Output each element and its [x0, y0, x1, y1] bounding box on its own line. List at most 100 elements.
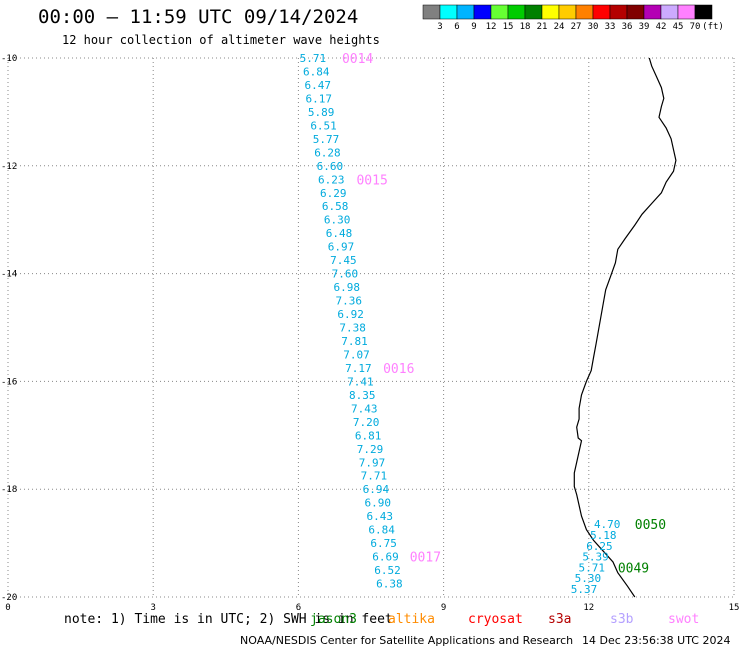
colorbar-unit: (ft) [702, 22, 724, 32]
swh-value: 6.23 [318, 173, 345, 186]
credit-line: NOAA/NESDIS Center for Satellite Applica… [240, 634, 574, 647]
track-west: 5.716.846.476.175.896.515.776.286.606.23… [300, 52, 403, 591]
swh-value: 6.38 [376, 578, 403, 591]
track-east: 4.705.186.255.395.715.305.37 [571, 518, 621, 596]
swh-value: 7.71 [361, 470, 388, 483]
swh-value: 7.29 [357, 443, 384, 456]
pass-time-label: 0016 [383, 362, 414, 377]
swh-value: 7.38 [339, 322, 366, 335]
colorbar-swatch [694, 4, 713, 20]
swh-value: 6.52 [374, 564, 401, 577]
swh-value: 6.48 [326, 227, 353, 240]
colorbar-label: 33 [605, 22, 616, 32]
swh-value: 6.58 [322, 200, 349, 213]
coastline [573, 57, 677, 598]
satellite-legend-s3b: s3b [610, 612, 634, 627]
swh-value: 5.71 [300, 52, 327, 65]
y-tick-label: -14 [1, 270, 17, 280]
x-tick-label: 6 [296, 603, 301, 613]
swh-value: 6.84 [368, 524, 395, 537]
swh-value: 7.81 [341, 335, 368, 348]
page-title: 00:00 – 11:59 UTC 09/14/2024 [38, 6, 359, 28]
swh-value: 6.69 [372, 551, 399, 564]
swh-value: 5.39 [582, 551, 609, 564]
colorbar-label: 39 [639, 22, 650, 32]
pass-time-label: 0014 [342, 52, 373, 67]
colorbar-label: 42 [656, 22, 667, 32]
satellite-legend-altika: altika [388, 612, 435, 627]
colorbar-swatch [439, 4, 458, 20]
colorbar-swatch [609, 4, 628, 20]
swh-value: 7.41 [347, 375, 374, 388]
colorbar-swatch [660, 4, 679, 20]
y-tick-label: -10 [1, 54, 17, 64]
swh-value: 5.71 [578, 561, 605, 574]
swh-value: 6.17 [305, 92, 332, 105]
satellite-legend-swot: swot [668, 612, 700, 627]
swh-value: 6.81 [355, 429, 382, 442]
swh-value: 6.97 [328, 241, 355, 254]
pass-time-label: 0050 [635, 518, 666, 533]
y-tick-label: -16 [1, 377, 17, 387]
colorbar-swatch [490, 4, 509, 20]
colorbar-label: 30 [588, 22, 599, 32]
pass-time-label: 0049 [618, 561, 649, 576]
satellite-legend-s3a: s3a [548, 612, 572, 627]
colorbar-label: 45 [673, 22, 684, 32]
swh-value: 6.29 [320, 187, 347, 200]
colorbar-label: 9 [471, 22, 476, 32]
colorbar-label: 24 [554, 22, 565, 32]
swh-value: 4.70 [594, 518, 621, 531]
map-grid [7, 57, 735, 598]
swh-value: 7.36 [335, 295, 362, 308]
swh-value: 6.94 [363, 483, 390, 496]
swh-value: 6.28 [314, 146, 341, 159]
swh-value: 6.25 [586, 540, 613, 553]
colorbar-label: 18 [520, 22, 531, 32]
swh-value: 5.77 [313, 133, 340, 146]
colorbar-swatch [541, 4, 560, 20]
swh-value: 7.20 [353, 416, 380, 429]
swh-value: 7.07 [343, 348, 370, 361]
swh-value: 7.60 [332, 268, 359, 281]
swh-value: 6.60 [317, 160, 344, 173]
colorbar-label: 70 [690, 22, 701, 32]
colorbar-swatch [456, 4, 475, 20]
colorbar-swatch [473, 4, 492, 20]
colorbar-swatch [677, 4, 696, 20]
colorbar-swatch [558, 4, 577, 20]
y-tick-label: -18 [1, 485, 17, 495]
x-tick-label: 15 [729, 603, 740, 613]
x-tick-label: 12 [583, 603, 594, 613]
swh-value: 6.98 [334, 281, 361, 294]
satellite-legend-jason3: jason3 [310, 612, 357, 627]
swh-value: 6.30 [324, 214, 351, 227]
x-tick-label: 9 [441, 603, 446, 613]
swh-value: 6.43 [366, 510, 393, 523]
colorbar-swatch [575, 4, 594, 20]
swh-value: 6.75 [370, 537, 397, 550]
swh-value: 7.97 [359, 456, 386, 469]
colorbar-swatch [592, 4, 611, 20]
time-labels: 0014 0015 0016 0017 0050 0049 [342, 52, 666, 576]
colorbar-label: 27 [571, 22, 582, 32]
colorbar-label: 21 [537, 22, 548, 32]
pass-time-label: 0015 [356, 173, 387, 188]
colorbar-swatch [626, 4, 645, 20]
swh-value: 5.18 [590, 529, 617, 542]
colorbar-swatch [643, 4, 662, 20]
page-subtitle: 12 hour collection of altimeter wave hei… [62, 33, 380, 47]
credit-date: 14 Dec 23:56:38 UTC 2024 [582, 634, 731, 647]
swh-value: 6.90 [365, 497, 392, 510]
colorbar-label: 36 [622, 22, 633, 32]
footnote: note: 1) Time is in UTC; 2) SWH is in fe… [64, 612, 393, 627]
swh-value: 5.89 [308, 106, 335, 119]
axis-ticks: 0 3 6 9 12 15 -10 -12 -14 -16 -18 -20 [1, 54, 739, 613]
swh-value: 8.35 [349, 389, 376, 402]
colorbar-label: 12 [486, 22, 497, 32]
swh-value: 7.43 [351, 402, 378, 415]
swh-value: 7.17 [345, 362, 372, 375]
colorbar-label: 3 [437, 22, 442, 32]
colorbar-label: 6 [454, 22, 459, 32]
swh-value: 6.47 [305, 79, 332, 92]
